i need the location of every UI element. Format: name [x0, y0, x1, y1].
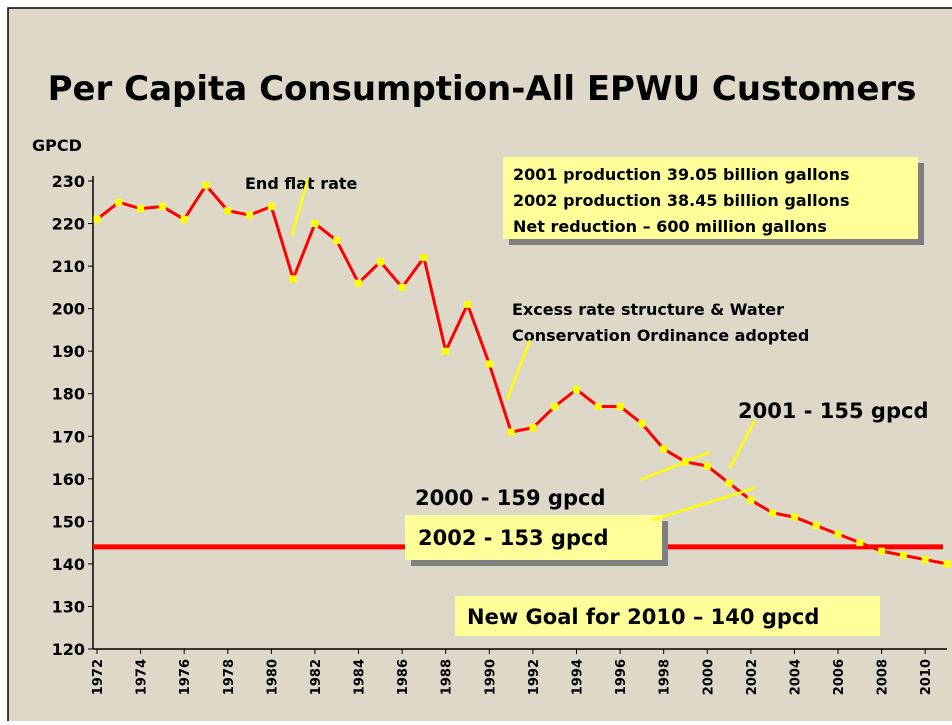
data-point	[660, 445, 668, 453]
data-point	[921, 556, 929, 564]
y-tick-label: 150	[52, 512, 85, 531]
y-tick-label: 220	[52, 215, 85, 234]
note: Net reduction – 600 million gallons	[513, 217, 827, 236]
data-point	[115, 198, 123, 206]
x-tick-label: 1992	[527, 659, 542, 695]
note: New Goal for 2010 – 140 gpcd	[467, 605, 819, 629]
note: 2000 - 159 gpcd	[415, 486, 605, 510]
note: 2002 production 38.45 billion gallons	[513, 191, 850, 210]
x-tick-label: 1978	[222, 659, 237, 695]
callout	[651, 486, 756, 522]
x-tick-label: 2006	[832, 659, 847, 695]
note: 2001 production 39.05 billion gallons	[513, 165, 850, 184]
data-point	[246, 211, 254, 219]
data-point	[93, 215, 101, 223]
y-tick-label: 120	[52, 640, 85, 659]
data-point	[355, 279, 363, 287]
chart-title: Per Capita Consumption-All EPWU Customer…	[48, 69, 917, 109]
y-tick-label: 230	[52, 172, 85, 191]
note: 2002 - 153 gpcd	[418, 526, 608, 550]
x-tick-label: 1986	[396, 659, 411, 695]
data-point	[180, 215, 188, 223]
data-point	[289, 275, 297, 283]
data-point	[769, 509, 777, 517]
x-tick-label: 1994	[570, 659, 585, 695]
x-tick-label: 1988	[440, 659, 455, 695]
data-point	[398, 283, 406, 291]
data-point	[267, 203, 275, 211]
data-point	[747, 496, 755, 504]
callout	[505, 339, 532, 401]
x-tick-label: 1976	[178, 659, 193, 695]
y-tick-label: 210	[52, 257, 85, 276]
data-point	[464, 300, 472, 308]
y-tick-label: 200	[52, 300, 85, 319]
x-tick-label: 2002	[745, 659, 760, 695]
note-box	[405, 515, 662, 560]
x-tick-label: 1998	[658, 659, 673, 695]
x-tick-label: 1984	[353, 659, 368, 695]
data-point	[529, 424, 537, 432]
data-point	[311, 220, 319, 228]
note: End flat rate	[245, 174, 358, 193]
note-box	[455, 596, 880, 636]
y-tick-label: 180	[52, 385, 85, 404]
data-point	[376, 258, 384, 266]
data-point	[834, 530, 842, 538]
y-axis-label: GPCD	[32, 136, 82, 155]
data-point	[943, 560, 951, 568]
x-tick-label: 2010	[919, 659, 934, 695]
data-point	[725, 479, 733, 487]
note: Excess rate structure & Water	[512, 300, 784, 319]
data-point	[594, 402, 602, 410]
data-point	[572, 385, 580, 393]
y-tick-label: 160	[52, 470, 85, 489]
data-point	[333, 237, 341, 245]
callout	[290, 177, 310, 237]
x-tick-label: 1982	[309, 659, 324, 695]
y-tick-label: 190	[52, 342, 85, 361]
x-tick-label: 1974	[135, 659, 150, 695]
data-point	[442, 347, 450, 355]
data-point	[899, 551, 907, 559]
x-tick-label: 1980	[265, 659, 280, 695]
x-tick-label: 2004	[788, 659, 803, 695]
data-point	[420, 254, 428, 262]
data-point	[202, 181, 210, 189]
x-tick-label: 1990	[483, 659, 498, 695]
note-box	[503, 157, 918, 239]
y-tick-label: 170	[52, 427, 85, 446]
data-point	[878, 547, 886, 555]
data-point	[703, 462, 711, 470]
data-point	[224, 207, 232, 215]
y-tick-label: 130	[52, 597, 85, 616]
note: 2001 - 155 gpcd	[738, 399, 928, 423]
annotations: 2001 production 39.05 billion gallons 20…	[245, 157, 928, 636]
data-point	[551, 402, 559, 410]
data-point	[790, 513, 798, 521]
data-point	[856, 539, 864, 547]
data-point	[638, 420, 646, 428]
data-point	[485, 360, 493, 368]
note: Conservation Ordinance adopted	[512, 326, 809, 345]
data-point	[812, 522, 820, 530]
data-line	[96, 182, 948, 566]
data-point	[158, 203, 166, 211]
y-tick-label: 140	[52, 555, 85, 574]
data-point	[616, 402, 624, 410]
x-tick-label: 2000	[701, 659, 716, 695]
callout	[728, 419, 757, 469]
x-tick-label: 2008	[876, 659, 891, 695]
data-point	[507, 428, 515, 436]
x-tick-label: 1972	[91, 659, 106, 695]
x-tick-label: 1996	[614, 659, 629, 695]
callout	[639, 450, 711, 482]
data-point	[137, 205, 145, 213]
